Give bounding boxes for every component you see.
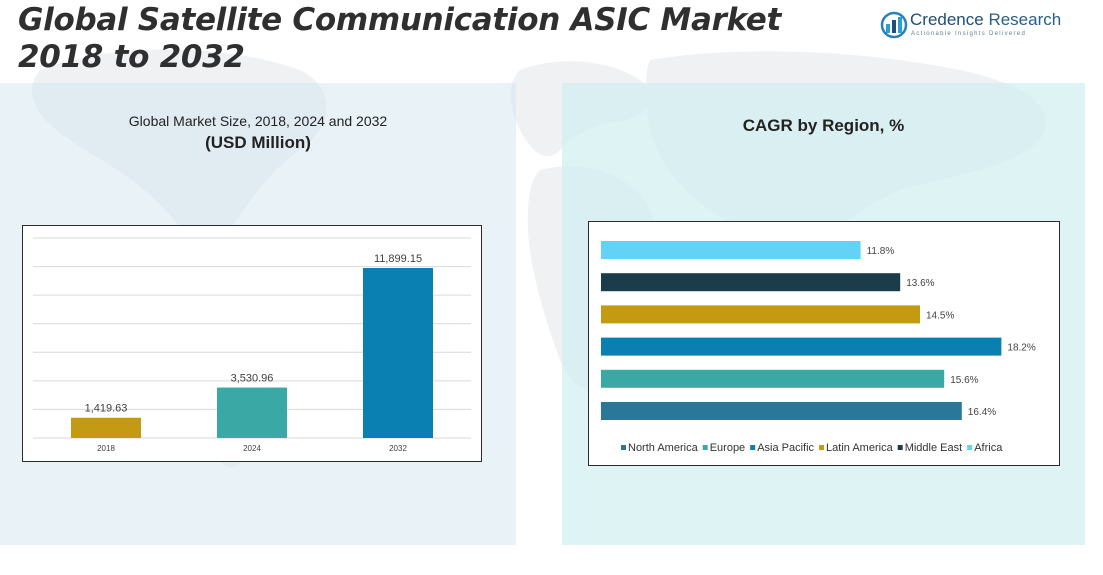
bar-middle-east <box>601 273 901 292</box>
legend-label-europe: Europe <box>710 442 745 454</box>
bar-2024 <box>217 387 287 438</box>
bar-2018 <box>71 417 141 438</box>
data-label-europe: 15.6% <box>950 375 978 386</box>
legend-swatch-latin-america <box>819 445 825 450</box>
x-tick-label-2018: 2018 <box>97 444 115 453</box>
x-tick-label-2024: 2024 <box>243 444 261 453</box>
logo-name: Credence Research <box>910 10 1061 30</box>
market-size-chart-svg: 1,419.63 2018 3,530.96 2024 11,899.15 2032 <box>33 237 471 453</box>
market-size-subtitle: Global Market Size, 2018, 2024 and 2032 <box>128 113 388 129</box>
cagr-region-chart-svg: 11.8% 13.6% 14.5% 18.2% 15.6% 16.4% North Amer… <box>601 241 1036 454</box>
bar-africa <box>601 241 861 259</box>
data-label-latin-america: 14.5% <box>926 310 954 321</box>
logo-name-part1: Credence <box>910 10 984 29</box>
legend-label-latin-america: Latin America <box>826 442 894 454</box>
cagr-region-chart: 11.8% 13.6% 14.5% 18.2% 15.6% 16.4% North Amer… <box>588 221 1060 466</box>
data-label-2032: 11,899.15 <box>374 253 422 265</box>
data-label-asia-pacific: 18.2% <box>1007 343 1035 354</box>
legend-swatch-africa <box>967 445 973 450</box>
legend-label-middle-east: Middle East <box>905 442 962 454</box>
bar-latin-america <box>601 305 920 324</box>
x-tick-label-2032: 2032 <box>389 444 407 453</box>
bar-2032 <box>363 268 433 438</box>
market-size-unit: (USD Million) <box>205 133 311 152</box>
chart-legend: North America Europe Asia Pacific Latin Ame… <box>621 442 1003 454</box>
title-line-2: 2018 to 2032 <box>18 39 245 75</box>
logo-name-part2: Research <box>983 10 1062 29</box>
data-label-north-america: 16.4% <box>968 407 996 418</box>
data-label-africa: 11.8% <box>867 246 895 257</box>
legend-label-africa: Africa <box>974 442 1003 454</box>
market-size-chart: 1,419.63 2018 3,530.96 2024 11,899.15 2032 <box>22 225 482 462</box>
credence-logo-icon <box>880 11 908 39</box>
bar-asia-pacific <box>601 337 1002 356</box>
data-label-2024: 3,530.96 <box>231 373 274 385</box>
bar-europe <box>601 369 945 388</box>
data-label-middle-east: 13.6% <box>906 278 934 289</box>
data-label-2018: 1,419.63 <box>85 403 128 415</box>
cagr-region-title: CAGR by Region, % <box>742 116 905 135</box>
legend-swatch-asia-pacific <box>750 445 756 450</box>
page-title: Global Satellite Communication ASIC Mark… <box>18 2 781 76</box>
legend-swatch-europe <box>702 445 708 450</box>
bar-north-america <box>601 402 962 420</box>
credence-research-logo: Credence Research Actionable Insights De… <box>880 9 1070 43</box>
legend-label-north-america: North America <box>628 442 699 454</box>
legend-swatch-middle-east <box>897 445 903 450</box>
legend-swatch-north-america <box>621 445 626 450</box>
logo-tagline: Actionable Insights Delivered <box>911 31 1027 37</box>
legend-label-asia-pacific: Asia Pacific <box>757 442 814 454</box>
title-line-1: Global Satellite Communication ASIC Mark… <box>18 2 782 38</box>
